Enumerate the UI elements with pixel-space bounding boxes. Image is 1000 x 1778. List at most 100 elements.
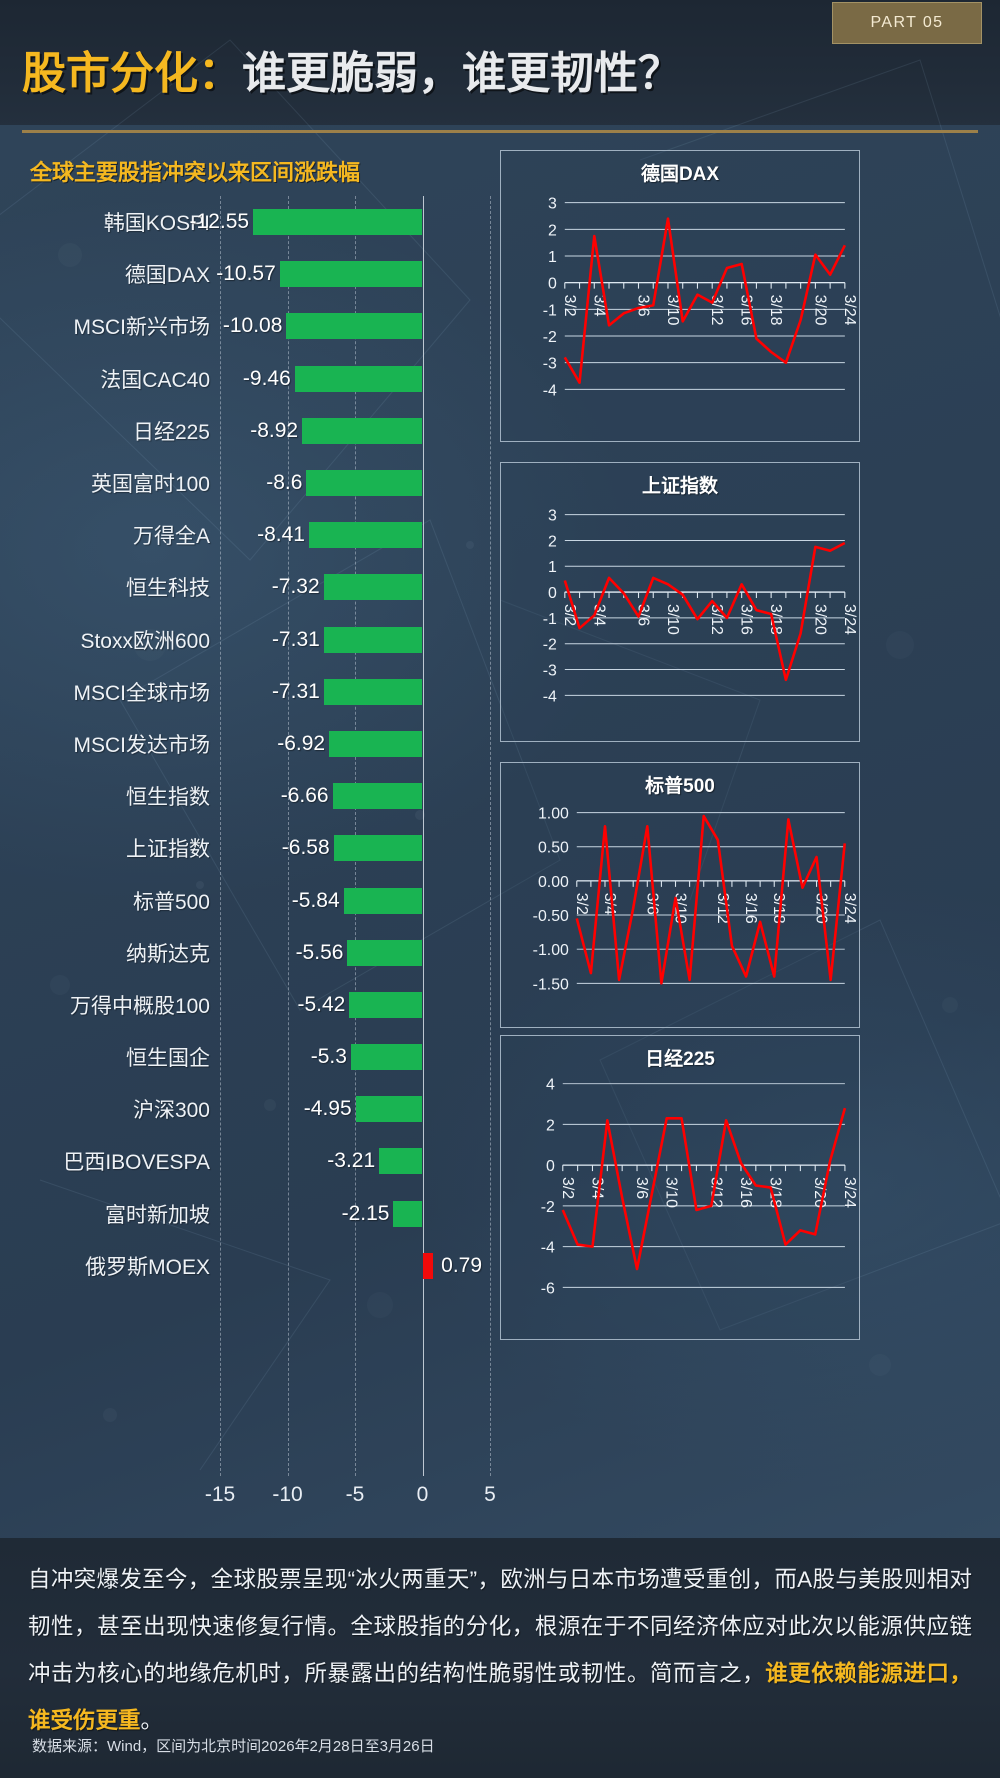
bar	[393, 1200, 423, 1227]
x-axis-tick-label: 3/2	[561, 295, 578, 317]
bar-row: 恒生指数 -6.66	[20, 770, 490, 822]
bar	[347, 939, 423, 966]
line-chart-title: 德国DAX	[640, 164, 720, 185]
line-chart-panel-shanghai: 上证指数 3 2 1 0 -1 -2 -3 -4 3/2 3/4 3/6 3/10 3/12 3/16 3/…	[500, 462, 860, 742]
bar-category-label: MSCI全球市场	[73, 681, 211, 705]
bar-category-label: 法国CAC40	[100, 368, 210, 392]
x-axis-tick-label: 3/6	[643, 893, 660, 915]
x-axis-tick-label: 3/24	[841, 1177, 858, 1208]
bar-value-label: -5.56	[295, 940, 344, 964]
bar-track: -3.21	[220, 1135, 490, 1187]
bar-category-label: 标普500	[132, 890, 210, 914]
y-axis-tick-label: 1.00	[538, 806, 569, 823]
x-axis-tick-label: 3/18	[767, 604, 784, 635]
bar-value-label: 0.79	[441, 1253, 483, 1277]
gridline	[220, 196, 221, 1476]
bar-track: -5.3	[220, 1031, 490, 1083]
bar-row: MSCI全球市场 -7.31	[20, 666, 490, 718]
y-axis-tick-label: -2	[541, 1199, 555, 1216]
x-axis-tick-label: 3/12	[708, 604, 725, 635]
bar	[286, 313, 423, 340]
y-axis-tick-label: 3	[548, 508, 557, 525]
bar-category-label: 沪深300	[132, 1099, 210, 1123]
footer-background	[0, 1538, 1000, 1778]
x-axis-tick-label: 3/16	[742, 893, 759, 924]
bar-row: 巴西IBOVESPA -3.21	[20, 1135, 490, 1187]
x-axis-tick-label: 3/10	[663, 1177, 680, 1208]
bar-category-label: 恒生科技	[126, 577, 210, 601]
bar-value-label: -7.31	[271, 679, 320, 703]
bar-value-label: -8.92	[250, 418, 299, 442]
line-chart-title: 日经225	[645, 1049, 715, 1070]
line-chart-plot: 420-2-4-63/2 3/4 3/6 3/10 3/12 3/16 3/18 3/20 3/…	[541, 1077, 858, 1298]
bar-value-label: -6.58	[281, 836, 330, 860]
bar-value-label: -12.55	[189, 210, 250, 234]
bar-category-label: MSCI发达市场	[73, 733, 211, 757]
y-axis-tick-label: 0	[548, 585, 557, 602]
bar-category-label: Stoxx欧洲600	[80, 629, 210, 653]
bar-track: 0.79	[220, 1240, 490, 1292]
x-axis-tick-label: 3/16	[738, 604, 755, 635]
bar-row: 恒生科技 -7.32	[20, 561, 490, 613]
bar-track: -6.58	[220, 822, 490, 874]
bar	[329, 730, 423, 757]
bar-row: 韩国KOSPI -12.55	[20, 196, 490, 248]
bar-track: -5.84	[220, 874, 490, 926]
bar-value-label: -10.57	[216, 262, 276, 286]
title-divider	[22, 130, 978, 133]
bar-category-label: 恒生指数	[126, 786, 210, 810]
line-chart-panel-dax: 德国DAX 3 2 1 0 -1 -2 -3 -4 3/2 3/4 3/6 3/10 3/12 3/16 3…	[500, 150, 860, 442]
bar-value-label: -5.84	[291, 888, 340, 912]
summary-paragraph: 自冲突爆发至今，全球股票呈现“冰火两重天”，欧洲与日本市场遭受重创，而A股与美股…	[28, 1556, 972, 1744]
gridline	[287, 196, 289, 1476]
bar-row: 富时新加坡 -2.15	[20, 1188, 490, 1240]
line-chart-title: 标普500	[645, 776, 715, 797]
x-axis-tick-label: 3/4	[588, 1177, 605, 1199]
bar-track: -6.92	[220, 718, 490, 770]
y-axis-tick-label: -2	[543, 637, 557, 654]
x-axis-tick-label: 3/2	[573, 893, 590, 915]
bar-row: 英国富时100 -8.6	[20, 457, 490, 509]
x-axis-tick-label: 3/24	[841, 604, 858, 635]
bar-category-label: 日经225	[132, 420, 210, 444]
bar-value-label: -6.92	[277, 731, 326, 755]
bar-row: 恒生国企 -5.3	[20, 1031, 490, 1083]
x-axis-tick-label: 3/18	[767, 1177, 784, 1208]
page-title: 股市分化： 谁更脆弱，谁更韧性？	[22, 38, 682, 100]
bar-track: -2.15	[220, 1188, 490, 1240]
bar-row: 万得中概股100 -5.42	[20, 979, 490, 1031]
x-axis-tick-label: -10	[272, 1483, 303, 1506]
gridline	[490, 196, 491, 1476]
bar-value-label: -6.66	[280, 784, 329, 808]
y-axis-tick-label: 0	[548, 276, 557, 293]
bar-value-label: -9.46	[242, 366, 291, 390]
bar-category-label: 恒生国企	[126, 1047, 210, 1071]
y-axis-tick-label: 0	[546, 1158, 555, 1175]
bar-track: -8.6	[220, 457, 490, 509]
bar	[332, 783, 423, 810]
bar-track: -10.57	[216, 248, 490, 300]
bar-category-label: 上证指数	[126, 838, 210, 862]
x-axis-tick-label: 3/10	[664, 604, 681, 635]
part-badge: PART 05	[832, 2, 982, 44]
bar-value-label: -2.15	[341, 1201, 390, 1225]
bar-row: MSCI发达市场 -6.92	[20, 718, 490, 770]
y-axis-tick-label: -3	[543, 662, 557, 679]
bar-category-label: 富时新加坡	[105, 1203, 210, 1227]
bar-category-label: 英国富时100	[90, 473, 210, 497]
y-axis-tick-label: -1.50	[533, 976, 569, 993]
y-axis-tick-label: -2	[543, 329, 557, 346]
line-chart-plot: 1.000.500.00-0.50-1.00-1.503/2 3/4 3/6 3/10…	[533, 806, 858, 994]
y-axis-tick-label: -1	[543, 302, 557, 319]
bar-category-label: 纳斯达克	[126, 942, 210, 966]
y-axis-tick-label: 1	[548, 559, 557, 576]
bar-row: MSCI新兴市场 -10.08	[20, 300, 490, 352]
bar-category-label: 万得中概股100	[69, 994, 210, 1018]
y-axis-tick-label: 1	[548, 249, 557, 266]
x-axis-tick-label: 3/24	[841, 295, 858, 326]
x-axis-tick-label: 3/6	[634, 295, 651, 317]
bar-row: 纳斯达克 -5.56	[20, 927, 490, 979]
bar	[294, 365, 423, 392]
bar-chart-heading: 全球主要股指冲突以来区间涨跌幅	[30, 160, 361, 185]
